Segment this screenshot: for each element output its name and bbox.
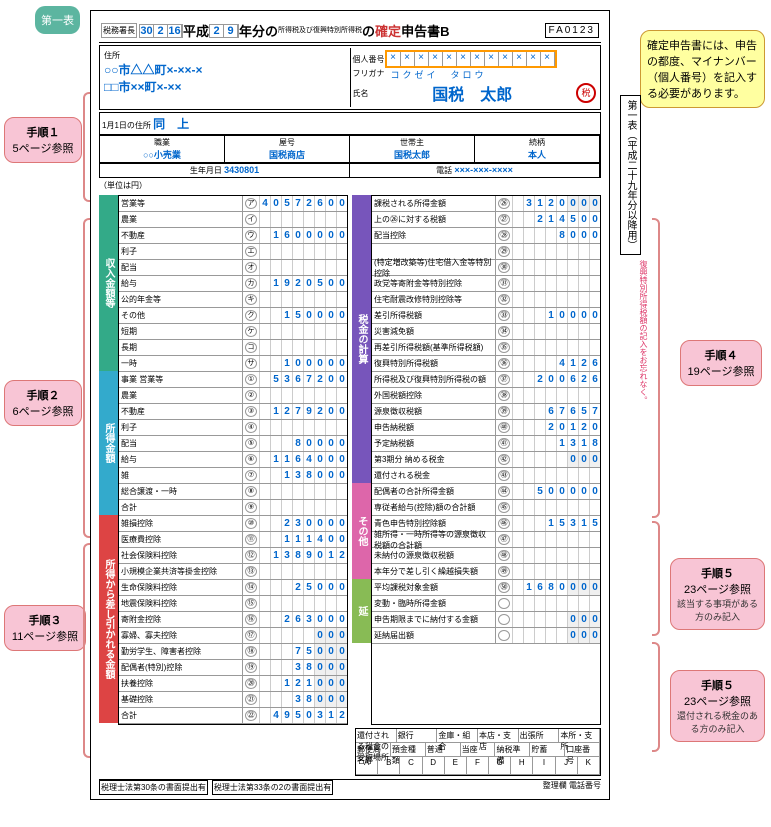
form-row: 公的年金等キ bbox=[119, 292, 347, 308]
form-row: 住宅耐震改修特別控除等㉜ bbox=[372, 292, 600, 308]
form-row: 小規模企業共済等掛金控除⑬ bbox=[119, 564, 347, 580]
section-tab: 収入金額等 bbox=[99, 195, 118, 371]
form-row: 扶養控除⑳121000 bbox=[119, 676, 347, 692]
form-row: 災害減免額㉞ bbox=[372, 324, 600, 340]
form-row: 地震保険料控除⑮ bbox=[119, 596, 347, 612]
form-row: 配偶者の合計所得金額㊹500000 bbox=[372, 484, 600, 500]
form-row: 第3期分 納める税金㊷000 bbox=[372, 452, 600, 468]
callout-step3: 手順３11ページ参照 bbox=[4, 605, 86, 651]
section-tab: 所得から差し引かれる金額 bbox=[99, 515, 118, 723]
form-row: 営業等ア40572600 bbox=[119, 196, 347, 212]
form-row: 利子④ bbox=[119, 420, 347, 436]
form-row: 配偶者(特別)控除⑲38000 bbox=[119, 660, 347, 676]
name-block: 住所 ○○市△△町×-××-× □□市××町×-×× 個人番号×××××××××… bbox=[99, 45, 601, 110]
callout-mynumber: 確定申告書には、申告の都度、マイナンバー（個人番号）を記入する必要があります。 bbox=[640, 30, 765, 108]
section-tab: 延 bbox=[352, 579, 371, 643]
form-row: 雑所得・一時所得等の源泉徴収税額の合計額㊼ bbox=[372, 532, 600, 548]
header: 税務署長 30216 平成 29 年分の 所得税及び復興特別所得税 の確定申告書… bbox=[99, 19, 601, 43]
fa-code: FA0123 bbox=[545, 23, 599, 38]
stamp: 税 bbox=[576, 83, 596, 103]
callout-step5a: 手順５23ページ参照該当する事項がある方のみ記入 bbox=[670, 558, 765, 630]
my-number[interactable]: ×××××××××××× bbox=[385, 50, 557, 68]
form-row: 予定納税額㊶1318 bbox=[372, 436, 600, 452]
pink-vertical-note: 復興特別所得税額の記入をお忘れなく。 bbox=[638, 260, 649, 404]
form-row: 政党等寄附金等特別控除㉛ bbox=[372, 276, 600, 292]
form-row: 利子エ bbox=[119, 244, 347, 260]
form-row: 勤労学生、障害者控除⑱75000 bbox=[119, 644, 347, 660]
form-row: 本年分で差し引く繰越損失額㊾ bbox=[372, 564, 600, 580]
form-row: 給与⑥1164000 bbox=[119, 452, 347, 468]
form-row: 外国税額控除㊳ bbox=[372, 388, 600, 404]
form-row: 平均課税対象金額㊿1680000 bbox=[372, 580, 600, 596]
form-row: 所得税及び復興特別所得税の額㊲200626 bbox=[372, 372, 600, 388]
side-tab: 第一表（平成二十九年分以降用） bbox=[620, 95, 641, 255]
form-row: 延納届出額000 bbox=[372, 628, 600, 644]
form-row: 雑⑦138000 bbox=[119, 468, 347, 484]
era: 平成 bbox=[183, 21, 209, 40]
form-row: 寄附金控除⑯263000 bbox=[119, 612, 347, 628]
form-row: その他ク150000 bbox=[119, 308, 347, 324]
form-row: 合計㉒4950312 bbox=[119, 708, 347, 724]
form-row: 一時サ100000 bbox=[119, 356, 347, 372]
section-tab: その他 bbox=[352, 483, 371, 579]
form-row: 長期コ bbox=[119, 340, 347, 356]
form-row: 申告納税額㊵20120 bbox=[372, 420, 600, 436]
form-row: 生命保険料控除⑭25000 bbox=[119, 580, 347, 596]
form-row: 専従者給与(控除)額の合計額㊺ bbox=[372, 500, 600, 516]
form-row: 配当控除㉘8000 bbox=[372, 228, 600, 244]
meta-row: 職業○○小売業 屋号国税商店 世帯主国税太郎 続柄本人 bbox=[99, 135, 601, 163]
form-row: 上の㉖に対する税額㉗214500 bbox=[372, 212, 600, 228]
callout-top: 第一表 bbox=[35, 6, 80, 34]
form-row: 短期ケ bbox=[119, 324, 347, 340]
name: 国税 太郎 bbox=[369, 81, 577, 105]
form-row: 申告期限までに納付する金額000 bbox=[372, 612, 600, 628]
callout-step2: 手順２6ページ参照 bbox=[4, 380, 82, 426]
form-row: 不動産ウ1600000 bbox=[119, 228, 347, 244]
form-page: 税務署長 30216 平成 29 年分の 所得税及び復興特別所得税 の確定申告書… bbox=[90, 10, 610, 800]
form-row: 給与カ1920500 bbox=[119, 276, 347, 292]
callout-step1: 手順１5ページ参照 bbox=[4, 117, 82, 163]
main-columns: 収入金額等所得金額所得から差し引かれる金額 営業等ア40572600農業イ不動産… bbox=[99, 195, 601, 725]
form-row: 配当⑤80000 bbox=[119, 436, 347, 452]
form-row: 寡婦、寡夫控除⑰000 bbox=[119, 628, 347, 644]
form-row: 変動・臨時所得金額 bbox=[372, 596, 600, 612]
form-row: 総合譲渡・一時⑧ bbox=[119, 484, 347, 500]
form-row: 雑損控除⑩230000 bbox=[119, 516, 347, 532]
form-row: 基礎控除㉑38000 bbox=[119, 692, 347, 708]
form-row: 源泉徴収税額㊴67657 bbox=[372, 404, 600, 420]
form-row: (特定増改築等)住宅借入金等特別控除㉚ bbox=[372, 260, 600, 276]
form-row: 事業 営業等①5367200 bbox=[119, 372, 347, 388]
form-row: 再差引所得税額(基準所得税額)㉟ bbox=[372, 340, 600, 356]
refund-block: 還付される税金の受取場所銀行金庫・組合本店・支店出張所本所・支所 郵便局名等預金… bbox=[355, 728, 601, 776]
addr2: □□市××町×-×× bbox=[104, 78, 348, 95]
callout-step5b: 手順５23ページ参照還付される税金のある方のみ記入 bbox=[670, 670, 765, 742]
addr1: ○○市△△町×-××-× bbox=[104, 61, 348, 78]
form-row: 不動産③1279200 bbox=[119, 404, 347, 420]
form-row: 課税される所得金額㉖3120000 bbox=[372, 196, 600, 212]
form-row: 医療費控除⑪111400 bbox=[119, 532, 347, 548]
form-row: 復興特別所得税額㊱4126 bbox=[372, 356, 600, 372]
form-row: 未納付の源泉徴収税額㊽ bbox=[372, 548, 600, 564]
section-tab: 所得金額 bbox=[99, 371, 118, 515]
form-row: 配当オ bbox=[119, 260, 347, 276]
form-row: 合計⑨ bbox=[119, 500, 347, 516]
form-row: 農業② bbox=[119, 388, 347, 404]
callout-step4: 手順４19ページ参照 bbox=[680, 340, 762, 386]
form-row: 還付される税金㊸ bbox=[372, 468, 600, 484]
section-tab: 税金の計算 bbox=[352, 195, 371, 483]
form-row: 農業イ bbox=[119, 212, 347, 228]
form-row: 差引所得税額㉝10000 bbox=[372, 308, 600, 324]
form-row: 社会保険料控除⑫1389012 bbox=[119, 548, 347, 564]
